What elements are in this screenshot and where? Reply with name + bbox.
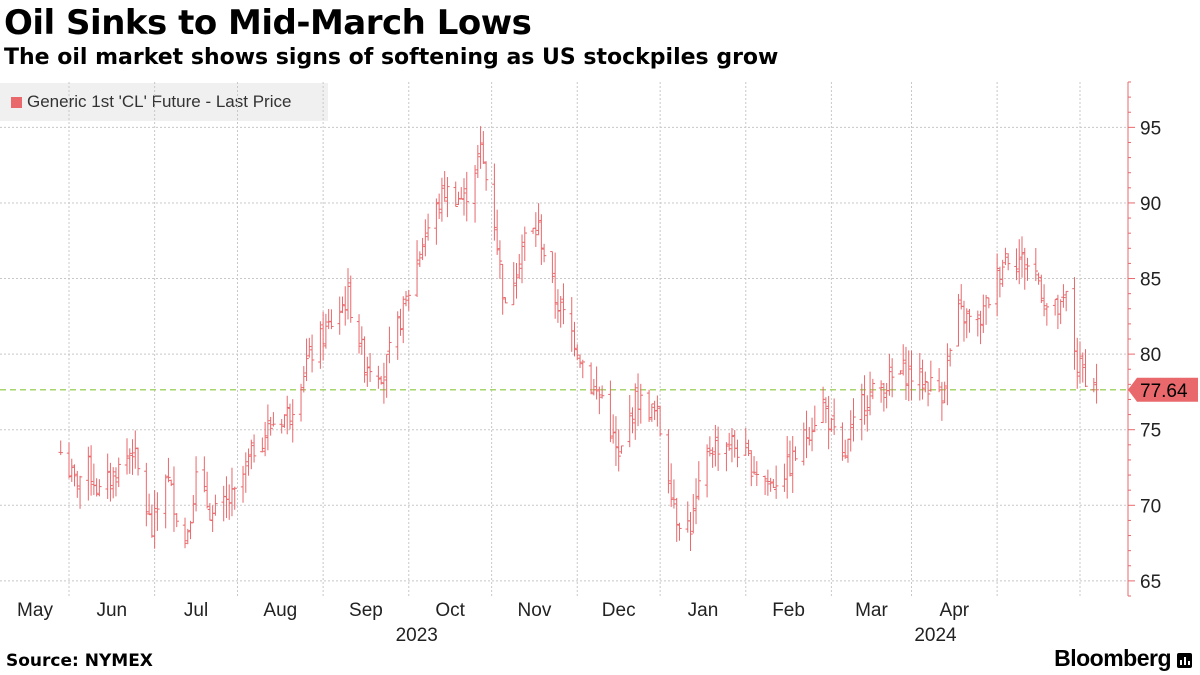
last-value-tag [1128,377,1198,402]
legend-label: Generic 1st 'CL' Future - Last Price [27,92,292,111]
x-tick-label: Jun [96,600,127,621]
x-tick-label: Mar [855,600,888,621]
x-tick-label: Sep [349,600,383,621]
y-tick-label: 70 [1140,496,1161,517]
x-tick-label: Nov [518,600,552,621]
x-tick-label: Oct [435,600,465,621]
legend: Generic 1st 'CL' Future - Last Price [0,83,328,121]
x-tick-label: Jul [184,600,208,621]
y-tick-label: 65 [1140,572,1161,593]
x-tick-label: Apr [940,600,970,621]
x-tick-label: Aug [263,600,297,621]
x-tick-label: Feb [772,600,805,621]
last-value-label: 77.64 [1140,381,1188,402]
x-tick-label: Jan [688,600,719,621]
legend-swatch-icon [11,96,22,108]
source-note: Source: NYMEX [6,651,153,671]
x-tick-label: May [17,600,53,621]
y-tick-label: 90 [1140,194,1161,215]
x-year-label: 2024 [914,625,957,646]
chart-subtitle: The oil market shows signs of softening … [4,45,779,70]
y-tick-label: 80 [1140,345,1161,366]
y-tick-label: 95 [1140,118,1161,139]
y-tick-label: 75 [1140,421,1161,442]
x-year-label: 2023 [396,625,438,646]
y-tick-label: 85 [1140,270,1161,291]
brand-name: Bloomberg [1054,645,1171,671]
chart-title: Oil Sinks to Mid-March Lows [4,3,532,43]
bloomberg-terminal-icon [1177,653,1192,668]
x-tick-label: Dec [602,600,636,621]
brand-logo: Bloomberg [1054,645,1192,672]
